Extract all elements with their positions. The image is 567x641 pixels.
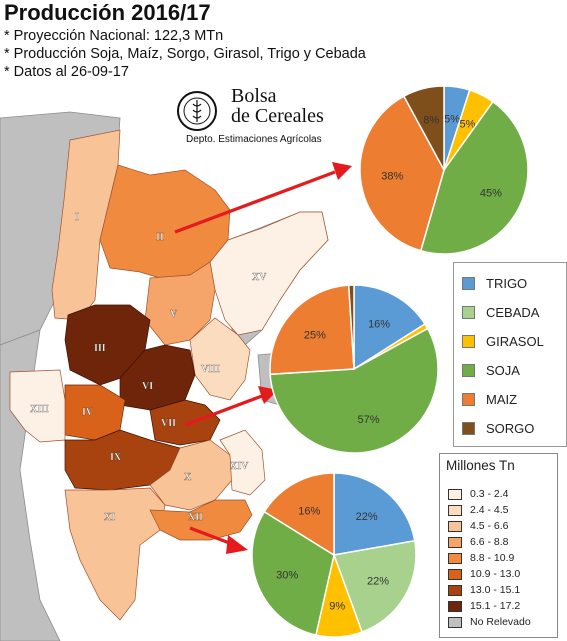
- class-label: 13.0 - 15.1: [470, 584, 521, 596]
- subtitle-line-2: * Producción Soja, Maíz, Sorgo, Girasol,…: [4, 46, 366, 62]
- pie-chart-region-vii: 16% 57% 25%: [269, 284, 439, 454]
- class-label: 8.8 - 10.9: [470, 552, 515, 564]
- region-label-xv: XV: [252, 272, 267, 283]
- crop-swatch: [462, 277, 475, 290]
- region-label-viii: VIII: [201, 364, 220, 375]
- production-legend: Millones Tn 0.3 - 2.4 2.4 - 4.5 4.5 - 6.…: [439, 453, 558, 638]
- bolsa-de-cereales-logo: Bolsa de Cereales Depto. Estimaciones Ag…: [176, 86, 336, 152]
- region-label-v: V: [170, 309, 178, 320]
- region-label-i: I: [75, 212, 79, 223]
- pie-slice-label: 8%: [423, 115, 439, 127]
- class-label: 6.6 - 8.8: [470, 536, 509, 548]
- pie-slice-soja: [419, 100, 529, 255]
- crop-swatch: [462, 393, 475, 406]
- arrowhead-region-xii: [226, 535, 248, 554]
- pie-slice-label: 38%: [381, 171, 403, 183]
- seal-icon: [177, 91, 217, 131]
- arrow-region-xii: [189, 526, 233, 546]
- pie-slice-trigo: [353, 284, 426, 371]
- pie-slice-label: 22%: [367, 575, 389, 587]
- pie-slice-maiz: [359, 95, 445, 252]
- crop-swatch: [462, 364, 475, 377]
- region-label-vi: VI: [142, 381, 153, 392]
- pie-slice-maiz: [269, 284, 355, 376]
- crop-label: GIRASOL: [486, 334, 544, 349]
- pie-slice-label: 57%: [358, 414, 380, 426]
- region-xiv: [219, 429, 266, 496]
- arrow-region-ii: [174, 170, 336, 234]
- crop-label: SORGO: [486, 421, 535, 436]
- pie-slice-label: 45%: [480, 188, 502, 200]
- region-label-iv: IV: [82, 407, 94, 418]
- class-label: 10.9 - 13.0: [470, 568, 521, 580]
- region-xi: [64, 487, 166, 621]
- region-label-xiv: XIV: [230, 461, 249, 472]
- logo-name: Bolsa de Cereales: [231, 85, 324, 127]
- pie-slice-label: 5%: [459, 118, 475, 130]
- arrowhead-region-ii: [332, 162, 352, 180]
- region-label-vii: VII: [161, 418, 176, 429]
- class-swatch: [448, 489, 462, 500]
- class-swatch: [448, 537, 462, 548]
- pie-slice-sorgo: [402, 85, 445, 171]
- subtitle-line-3: * Datos al 26-09-17: [4, 64, 129, 80]
- region-label-iii: III: [94, 343, 106, 354]
- crop-swatch: [462, 335, 475, 348]
- class-swatch: [448, 553, 462, 564]
- pie-slice-label: 9%: [329, 601, 345, 613]
- region-label-xi: XI: [104, 512, 115, 523]
- pie-slice-sorgo: [347, 284, 355, 370]
- pie-slice-label: 16%: [298, 506, 320, 518]
- class-swatch: [448, 601, 462, 612]
- region-label-ii: II: [156, 232, 164, 243]
- class-label: 2.4 - 4.5: [470, 504, 509, 516]
- region-label-xiii: XIII: [30, 404, 49, 415]
- pie-chart-region-xii: 22% 22% 9% 30% 16%: [251, 472, 417, 638]
- pie-slice-label: 22%: [356, 511, 378, 523]
- class-swatch: [448, 505, 462, 516]
- logo-dept: Depto. Estimaciones Agrícolas: [186, 134, 322, 145]
- pie-slice-soja: [269, 327, 439, 454]
- region-label-x: X: [184, 472, 192, 483]
- crop-label: MAIZ: [486, 392, 518, 407]
- region-label-ix: IX: [110, 452, 122, 463]
- crop-label: CEBADA: [486, 305, 540, 320]
- region-v: [144, 261, 216, 346]
- pie-slice-maiz: [263, 472, 335, 557]
- arrow-region-vii: [184, 394, 263, 427]
- region-viii: [189, 317, 251, 401]
- region-xiii: [9, 369, 66, 443]
- page-title: Producción 2016/17: [4, 0, 211, 25]
- subtitle-line-1: * Proyección Nacional: 122,3 MTn: [4, 28, 224, 44]
- class-label: 15.1 - 17.2: [470, 600, 521, 612]
- pie-slice-label: 25%: [304, 330, 326, 342]
- region-x: [149, 439, 233, 511]
- region-vii: [149, 399, 221, 446]
- pie-slice-label: 30%: [276, 570, 298, 582]
- class-label: 4.5 - 6.6: [470, 520, 509, 532]
- crop-legend: TRIGO CEBADA GIRASOL SOJA MAIZ SORGO: [453, 262, 567, 447]
- pie-slice-label: 5%: [444, 114, 460, 126]
- region-xii: [149, 499, 253, 541]
- crop-label: TRIGO: [486, 276, 528, 291]
- class-swatch: [448, 617, 462, 628]
- class-label: No Relevado: [470, 616, 531, 628]
- pie-slice-label: 16%: [368, 318, 390, 330]
- pie-chart-region-ii: 5% 5% 45% 38% 8%: [359, 85, 529, 255]
- crop-label: SOJA: [486, 363, 520, 378]
- crop-swatch: [462, 306, 475, 319]
- region-label-xii: XII: [188, 512, 203, 523]
- class-swatch: [448, 585, 462, 596]
- region-vi: [119, 344, 196, 411]
- class-swatch: [448, 569, 462, 580]
- production-legend-title: Millones Tn: [446, 458, 515, 473]
- class-swatch: [448, 521, 462, 532]
- pie-slice-trigo: [333, 472, 416, 556]
- crop-swatch: [462, 422, 475, 435]
- class-label: 0.3 - 2.4: [470, 488, 509, 500]
